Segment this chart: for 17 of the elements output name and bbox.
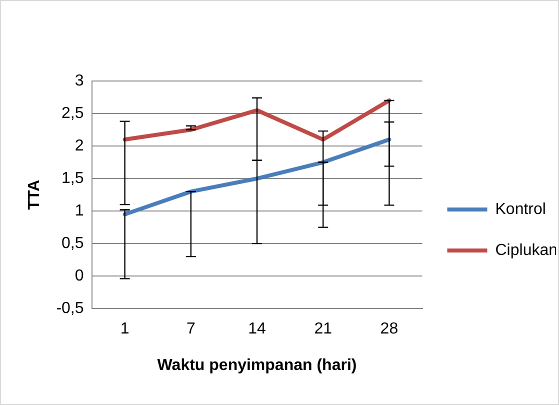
y-tick-label: 0 [74, 267, 84, 284]
y-tick-label: 1 [74, 202, 84, 220]
y-tick-label: 3 [74, 72, 84, 90]
y-tick-label: -0,5 [56, 300, 84, 318]
x-tick-label: 14 [248, 320, 266, 338]
x-tick-label: 28 [380, 320, 398, 338]
y-axis-title: TTA [26, 179, 44, 210]
x-tick-label: 21 [314, 320, 332, 338]
x-axis-title: Waktu penyimpanan (hari) [157, 356, 357, 374]
y-tick-label: 1,5 [62, 170, 84, 187]
legend-label: Kontrol [495, 200, 546, 218]
y-tick-label: 0,5 [62, 234, 84, 252]
x-tick-label: 7 [186, 320, 196, 338]
y-tick-label: 2 [74, 137, 84, 154]
y-tick-label: 2,5 [62, 104, 84, 122]
x-tick-label: 1 [120, 320, 130, 338]
legend-label: Ciplukan [495, 242, 558, 259]
